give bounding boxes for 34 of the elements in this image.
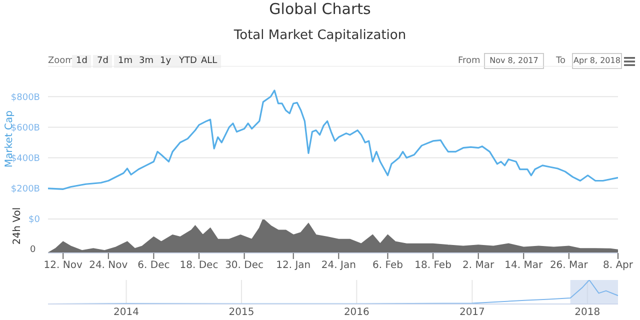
date-field: Nov 8, 2017 — [484, 53, 544, 69]
x-tick-label: 2017 — [459, 307, 485, 318]
y-tick-label: $400B — [10, 154, 40, 164]
x-tick-label: 14. Mar — [504, 260, 544, 272]
date-field: Apr 8, 2018 — [572, 53, 622, 69]
x-tick-label: 24. Jan — [321, 260, 356, 272]
x-tick-label: 2015 — [228, 307, 254, 318]
y-tick-label: $800B — [10, 92, 40, 103]
x-tick-label: 2014 — [114, 307, 139, 318]
x-tick-label: 6. Dec — [138, 260, 170, 272]
y-tick-label: $0 — [28, 215, 40, 226]
x-tick-label: 6. Feb — [372, 260, 403, 272]
text: 0 — [30, 245, 36, 255]
x-tick-label: 24. Nov — [89, 260, 128, 272]
x-tick-label: 12. Nov — [44, 260, 82, 272]
x-tick-label: 2. Mar — [462, 260, 496, 272]
annotation: To — [556, 55, 566, 68]
x-tick-label: 18. Dec — [180, 260, 218, 272]
chart-subtitle: Total Market Capitalization — [232, 28, 408, 43]
x-tick-label: 12. Jan — [276, 260, 311, 272]
chart-title: Global Charts — [268, 0, 372, 18]
zoom-button: 7d — [93, 55, 112, 68]
x-tick-label: 2018 — [574, 307, 600, 318]
y-axis-title: 24h Vol — [12, 207, 23, 245]
x-tick-label: 18. Feb — [414, 260, 452, 272]
x-tick-label: 26. Mar — [550, 260, 589, 272]
x-tick-label: 30. Dec — [225, 260, 264, 272]
x-tick-label: 2016 — [344, 307, 370, 318]
line-series — [48, 90, 618, 190]
x-tick-label: 8. Apr — [602, 260, 634, 272]
annotation: From — [458, 55, 480, 68]
zoom-button: 1d — [72, 55, 92, 68]
y-tick-label: $200B — [10, 184, 40, 195]
zoom-button: 1y — [156, 55, 176, 68]
